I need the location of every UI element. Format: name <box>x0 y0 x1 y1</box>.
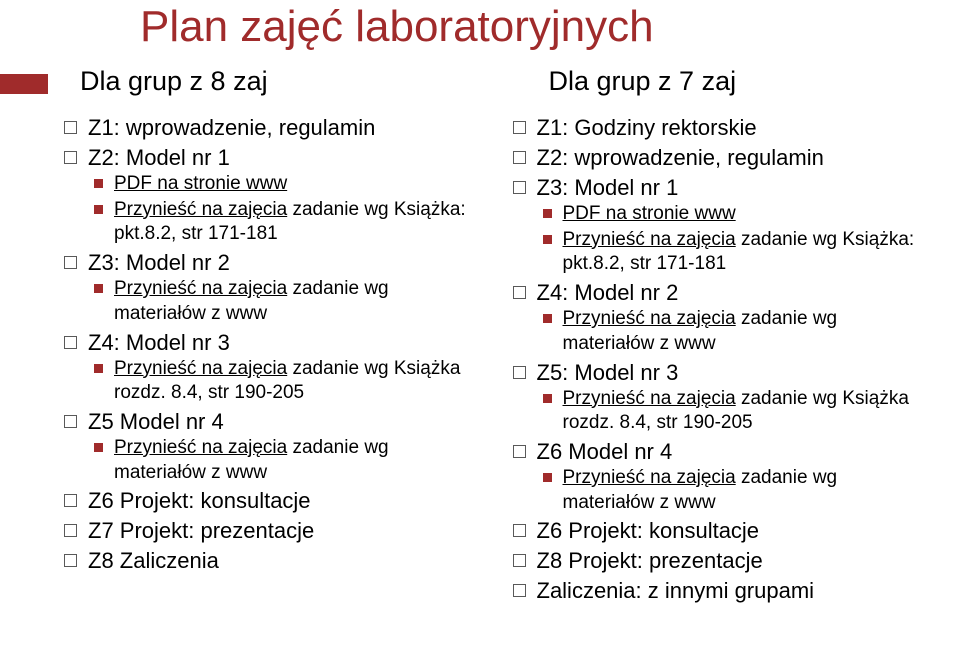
sub-list: PDF na stronie www Przynieść na zajęcia … <box>537 202 930 277</box>
link-text: Przynieść na zajęcia <box>563 308 736 329</box>
sub-list: PDF na stronie www Przynieść na zajęcia … <box>88 172 481 247</box>
item-text: Z3: Model nr 2 <box>88 250 230 275</box>
list-item: Przynieść na zajęcia zadanie wg Książka:… <box>537 228 930 277</box>
list-item: Przynieść na zajęcia zadanie wg Książka … <box>537 387 930 436</box>
list-item: Z4: Model nr 2 Przynieść na zajęcia zada… <box>509 278 930 356</box>
sub-list: Przynieść na zajęcia zadanie wg materiał… <box>537 466 930 515</box>
list-item: Z1: wprowadzenie, regulamin <box>60 113 481 142</box>
column-left: Dla grup z 8 zaj Z1: wprowadzenie, regul… <box>60 66 491 606</box>
list-item: Przynieść na zajęcia zadanie wg materiał… <box>537 307 930 356</box>
list-item: Z7 Projekt: prezentacje <box>60 516 481 545</box>
link-text: Przynieść na zajęcia <box>114 199 287 220</box>
link-text: Przynieść na zajęcia <box>114 358 287 379</box>
sub-list: Przynieść na zajęcia zadanie wg Książka … <box>88 357 481 406</box>
item-text: Zaliczenia: z innymi grupami <box>537 578 815 603</box>
item-text: Z6 Projekt: konsultacje <box>88 488 311 513</box>
right-list: Z1: Godziny rektorskie Z2: wprowadzenie,… <box>509 113 930 605</box>
link-text: Przynieść na zajęcia <box>563 388 736 409</box>
link-text: Przynieść na zajęcia <box>114 437 287 458</box>
item-text: Z4: Model nr 2 <box>537 280 679 305</box>
item-text: Z1: wprowadzenie, regulamin <box>88 115 375 140</box>
item-text: Z7 Projekt: prezentacje <box>88 518 314 543</box>
list-item: PDF na stronie www <box>537 202 930 227</box>
item-text: Z1: Godziny rektorskie <box>537 115 757 140</box>
link-text: Przynieść na zajęcia <box>563 229 736 250</box>
list-item: Przynieść na zajęcia zadanie wg materiał… <box>88 277 481 326</box>
list-item: Z6 Projekt: konsultacje <box>509 516 930 545</box>
link-text: Przynieść na zajęcia <box>114 278 287 299</box>
list-item: Z6 Model nr 4 Przynieść na zajęcia zadan… <box>509 437 930 515</box>
list-item: Przynieść na zajęcia zadanie wg Książka:… <box>88 198 481 247</box>
item-text: Z5 Model nr 4 <box>88 409 224 434</box>
slide: Plan zajęć laboratoryjnych Dla grup z 8 … <box>0 0 959 660</box>
item-text: Z8 Zaliczenia <box>88 548 219 573</box>
list-item: Przynieść na zajęcia zadanie wg Książka … <box>88 357 481 406</box>
list-item: Z3: Model nr 2 Przynieść na zajęcia zada… <box>60 248 481 326</box>
list-item: PDF na stronie www <box>88 172 481 197</box>
list-item: Z1: Godziny rektorskie <box>509 113 930 142</box>
link-text: Przynieść na zajęcia <box>563 467 736 488</box>
item-text: Z4: Model nr 3 <box>88 330 230 355</box>
list-item: Z8 Projekt: prezentacje <box>509 546 930 575</box>
item-text: Z8 Projekt: prezentacje <box>537 548 763 573</box>
right-heading: Dla grup z 7 zaj <box>549 66 930 97</box>
sub-list: Przynieść na zajęcia zadanie wg materiał… <box>88 436 481 485</box>
list-item: Z2: wprowadzenie, regulamin <box>509 143 930 172</box>
sub-list: Przynieść na zajęcia zadanie wg materiał… <box>88 277 481 326</box>
left-heading: Dla grup z 8 zaj <box>80 66 481 97</box>
columns: Dla grup z 8 zaj Z1: wprowadzenie, regul… <box>60 66 929 606</box>
item-text: Z5: Model nr 3 <box>537 360 679 385</box>
item-text: Z3: Model nr 1 <box>537 175 679 200</box>
sub-list: Przynieść na zajęcia zadanie wg materiał… <box>537 307 930 356</box>
list-item: Przynieść na zajęcia zadanie wg materiał… <box>537 466 930 515</box>
list-item: Z5: Model nr 3 Przynieść na zajęcia zada… <box>509 358 930 436</box>
left-list: Z1: wprowadzenie, regulamin Z2: Model nr… <box>60 113 481 575</box>
accent-bar <box>0 74 48 94</box>
item-text: Z2: Model nr 1 <box>88 145 230 170</box>
list-item: Z5 Model nr 4 Przynieść na zajęcia zadan… <box>60 407 481 485</box>
list-item: Z4: Model nr 3 Przynieść na zajęcia zada… <box>60 328 481 406</box>
list-item: Z6 Projekt: konsultacje <box>60 486 481 515</box>
link-text: PDF na stronie www <box>563 203 736 224</box>
slide-title: Plan zajęć laboratoryjnych <box>140 2 654 52</box>
item-text: Z2: wprowadzenie, regulamin <box>537 145 824 170</box>
list-item: Przynieść na zajęcia zadanie wg materiał… <box>88 436 481 485</box>
list-item: Z3: Model nr 1 PDF na stronie www Przyni… <box>509 173 930 277</box>
list-item: Z8 Zaliczenia <box>60 546 481 575</box>
link-text: PDF na stronie www <box>114 173 287 194</box>
item-text: Z6 Model nr 4 <box>537 439 673 464</box>
list-item: Z2: Model nr 1 PDF na stronie www Przyni… <box>60 143 481 247</box>
column-right: Dla grup z 7 zaj Z1: Godziny rektorskie … <box>491 66 930 606</box>
sub-list: Przynieść na zajęcia zadanie wg Książka … <box>537 387 930 436</box>
list-item: Zaliczenia: z innymi grupami <box>509 576 930 605</box>
item-text: Z6 Projekt: konsultacje <box>537 518 760 543</box>
